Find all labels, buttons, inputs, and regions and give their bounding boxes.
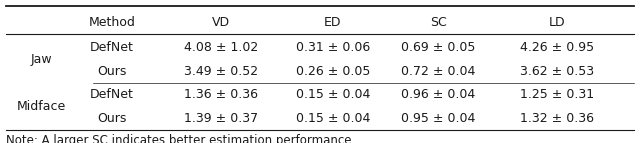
Text: ED: ED [324, 16, 342, 29]
Text: 1.36 ± 0.36: 1.36 ± 0.36 [184, 89, 258, 101]
Text: VD: VD [212, 16, 230, 29]
Text: Midface: Midface [17, 100, 66, 113]
Text: 3.49 ± 0.52: 3.49 ± 0.52 [184, 65, 258, 78]
Text: Jaw: Jaw [31, 53, 52, 66]
Text: 0.26 ± 0.05: 0.26 ± 0.05 [296, 65, 370, 78]
Text: 1.32 ± 0.36: 1.32 ± 0.36 [520, 112, 594, 125]
Text: Ours: Ours [97, 65, 127, 78]
Text: 1.39 ± 0.37: 1.39 ± 0.37 [184, 112, 258, 125]
Text: 0.15 ± 0.04: 0.15 ± 0.04 [296, 89, 370, 101]
Text: 0.96 ± 0.04: 0.96 ± 0.04 [401, 89, 476, 101]
Text: 0.95 ± 0.04: 0.95 ± 0.04 [401, 112, 476, 125]
Text: 4.26 ± 0.95: 4.26 ± 0.95 [520, 41, 594, 54]
Text: Note: A larger SC indicates better estimation performance.: Note: A larger SC indicates better estim… [6, 134, 356, 143]
Text: DefNet: DefNet [90, 89, 134, 101]
Text: 0.69 ± 0.05: 0.69 ± 0.05 [401, 41, 476, 54]
Text: 0.31 ± 0.06: 0.31 ± 0.06 [296, 41, 370, 54]
Text: 3.62 ± 0.53: 3.62 ± 0.53 [520, 65, 594, 78]
Text: DefNet: DefNet [90, 41, 134, 54]
Text: 1.25 ± 0.31: 1.25 ± 0.31 [520, 89, 594, 101]
Text: Ours: Ours [97, 112, 127, 125]
Text: 0.72 ± 0.04: 0.72 ± 0.04 [401, 65, 476, 78]
Text: Method: Method [88, 16, 136, 29]
Text: 0.15 ± 0.04: 0.15 ± 0.04 [296, 112, 370, 125]
Text: SC: SC [430, 16, 447, 29]
Text: LD: LD [548, 16, 565, 29]
Text: 4.08 ± 1.02: 4.08 ± 1.02 [184, 41, 258, 54]
